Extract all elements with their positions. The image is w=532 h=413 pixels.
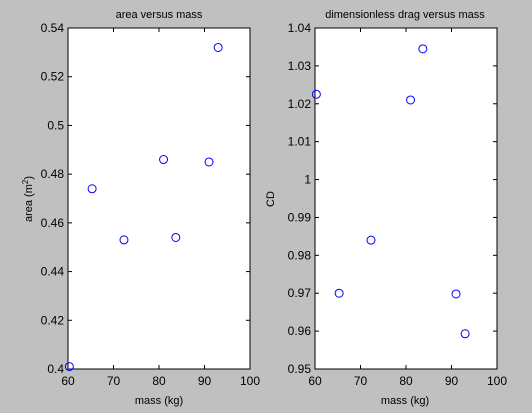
left-y-ticks: 0.4 0.42 0.44 0.46 0.48 0.5 0.52 0.54 xyxy=(41,21,250,376)
right-y-tick-label: 1.03 xyxy=(288,59,312,73)
left-y-axis-label-superscript: 2 xyxy=(21,179,30,184)
left-data-points xyxy=(64,42,223,372)
right-y-tick-label: 0.97 xyxy=(288,286,312,300)
right-y-tick-label: 0.99 xyxy=(288,210,312,224)
right-y-ticks: 0.95 0.96 0.97 0.98 0.99 1 1.01 1.02 1.03 1.04 xyxy=(288,21,497,376)
left-y-axis-label-tail: ) xyxy=(23,176,35,180)
left-x-tick-label: 70 xyxy=(107,374,121,388)
left-data-point xyxy=(171,232,181,242)
left-x-ticks: 60 70 80 90 100 xyxy=(61,28,260,388)
right-y-tick-label: 1 xyxy=(304,173,311,187)
right-y-tick-label: 1.01 xyxy=(288,135,312,149)
left-x-tick-label: 90 xyxy=(198,374,212,388)
left-y-axis-label-main: area (m xyxy=(23,184,35,222)
right-data-point xyxy=(460,329,470,339)
left-subplot: area versus mass 60 70 80 90 100 0.4 0.42 0.44… xyxy=(21,9,260,407)
right-y-tick-label: 0.96 xyxy=(288,324,312,338)
left-data-point xyxy=(87,184,97,194)
right-x-tick-label: 70 xyxy=(354,374,368,388)
right-y-tick-label: 0.95 xyxy=(288,362,312,376)
right-y-tick-label: 1.04 xyxy=(288,21,312,35)
right-x-tick-label: 60 xyxy=(308,374,322,388)
right-data-point xyxy=(334,288,344,298)
right-data-point xyxy=(451,289,461,299)
right-data-point xyxy=(418,44,428,54)
right-chart-title: dimensionless drag versus mass xyxy=(325,9,485,21)
left-plot-area xyxy=(67,27,251,370)
right-subplot: dimensionless drag versus mass 60 70 80 90 1… xyxy=(265,9,507,407)
left-x-tick-label: 60 xyxy=(61,374,75,388)
left-y-tick-label: 0.42 xyxy=(41,313,65,327)
left-y-tick-label: 0.4 xyxy=(47,362,64,376)
right-data-point xyxy=(311,89,321,99)
right-y-tick-label: 1.02 xyxy=(288,97,312,111)
left-y-axis-label: area (m2) xyxy=(21,176,35,222)
right-plot-area xyxy=(314,27,498,370)
left-y-tick-label: 0.48 xyxy=(41,167,65,181)
right-data-point xyxy=(406,95,416,105)
left-x-tick-label: 80 xyxy=(152,374,166,388)
right-y-tick-label: 0.98 xyxy=(288,248,312,262)
left-data-point xyxy=(64,362,74,372)
right-x-tick-label: 80 xyxy=(399,374,413,388)
right-x-tick-label: 90 xyxy=(445,374,459,388)
left-y-tick-label: 0.44 xyxy=(41,265,65,279)
right-data-point xyxy=(366,235,376,245)
left-chart-title: area versus mass xyxy=(116,9,203,21)
left-data-point xyxy=(204,157,214,167)
left-y-tick-label: 0.54 xyxy=(41,21,65,35)
right-data-points xyxy=(311,44,470,339)
right-x-tick-label: 100 xyxy=(487,374,507,388)
right-y-axis-label: CD xyxy=(265,191,277,207)
left-data-point xyxy=(213,42,223,52)
left-x-axis-label: mass (kg) xyxy=(135,395,183,407)
left-x-tick-label: 100 xyxy=(240,374,260,388)
left-data-point xyxy=(119,235,129,245)
left-y-tick-label: 0.5 xyxy=(47,118,64,132)
left-data-point xyxy=(159,155,169,165)
right-x-ticks: 60 70 80 90 100 xyxy=(308,28,507,388)
right-x-axis-label: mass (kg) xyxy=(381,395,429,407)
left-y-tick-label: 0.52 xyxy=(41,70,65,84)
left-y-tick-label: 0.46 xyxy=(41,216,65,230)
